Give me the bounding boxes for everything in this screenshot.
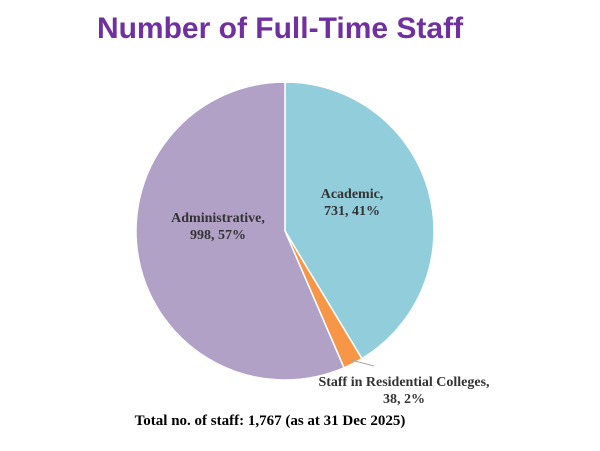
total-staff-note: Total no. of staff: 1,767 (as at 31 Dec …: [134, 413, 406, 429]
leader-lines: [351, 359, 375, 367]
pie-slice-administrative: [135, 81, 345, 381]
slice-label-name: Academic,: [321, 187, 384, 202]
slice-label-value: 731, 41%: [324, 204, 380, 219]
slice-label-name: Administrative,: [171, 211, 265, 226]
slice-labels: Academic, 731, 41% Staff in Residential Co…: [171, 187, 489, 407]
slice-label-academic: Academic, 731, 41%: [321, 187, 384, 219]
slice-label-value: 998, 57%: [190, 228, 246, 243]
slice-label-value: 38, 2%: [383, 392, 425, 407]
slice-label-name: Staff in Residential Colleges,: [318, 375, 489, 390]
pie-slices: [135, 81, 435, 381]
chart-title: Number of Full-Time Staff: [96, 12, 464, 45]
leader-line-staff-in-residential-colleges: [351, 359, 375, 367]
pie-slice-academic: [284, 81, 435, 360]
slice-label-staff-in-residential-colleges: Staff in Residential Colleges, 38, 2%: [318, 375, 489, 407]
slice-label-administrative: Administrative, 998, 57%: [171, 211, 265, 243]
